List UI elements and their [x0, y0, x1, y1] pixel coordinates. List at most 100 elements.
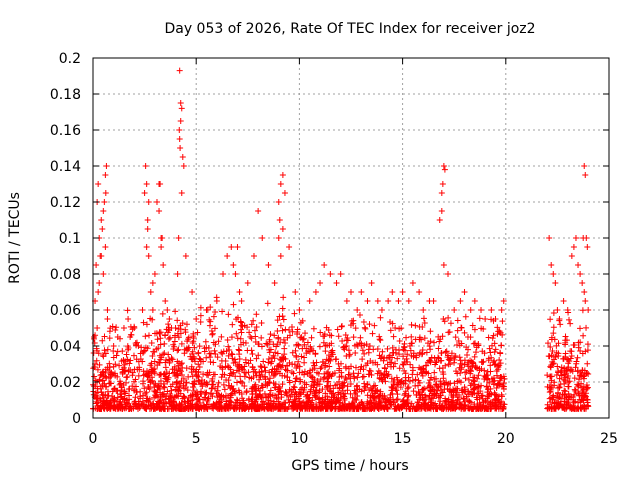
- data-point: [554, 393, 561, 400]
- data-point: [140, 348, 147, 355]
- data-point: [393, 381, 400, 388]
- data-point: [362, 325, 369, 332]
- data-point: [312, 351, 319, 358]
- data-point: [244, 347, 251, 354]
- data-point: [179, 320, 186, 327]
- data-point: [309, 374, 316, 381]
- data-point: [237, 335, 244, 342]
- data-point: [229, 390, 236, 397]
- data-point: [149, 280, 156, 286]
- data-point: [476, 315, 483, 322]
- data-point: [393, 396, 400, 403]
- data-point: [358, 340, 365, 347]
- data-point: [253, 355, 260, 362]
- data-point: [321, 400, 328, 407]
- data-point: [157, 378, 164, 385]
- data-point: [265, 355, 272, 362]
- data-point: [575, 262, 582, 268]
- data-point: [335, 333, 342, 340]
- data-point: [562, 339, 569, 346]
- data-point: [120, 364, 127, 371]
- data-point: [159, 404, 166, 411]
- data-point: [396, 325, 403, 332]
- data-point: [548, 334, 555, 341]
- data-point: [274, 328, 281, 335]
- data-point: [419, 372, 426, 379]
- data-point: [433, 382, 440, 389]
- data-point: [206, 350, 213, 357]
- data-point: [354, 374, 361, 381]
- data-point: [107, 380, 114, 387]
- data-point: [269, 366, 276, 373]
- data-point: [400, 397, 407, 404]
- data-point: [91, 334, 98, 340]
- data-point: [407, 361, 414, 368]
- data-point: [125, 368, 132, 375]
- data-point: [258, 320, 265, 327]
- data-point: [106, 360, 113, 367]
- data-point: [230, 301, 237, 308]
- data-point: [437, 378, 444, 385]
- data-point: [557, 381, 564, 388]
- data-point: [396, 338, 403, 345]
- data-point: [364, 392, 371, 399]
- data-point: [343, 298, 350, 304]
- data-point: [194, 329, 201, 336]
- data-point: [563, 367, 570, 374]
- data-point: [212, 351, 219, 358]
- data-point: [562, 350, 569, 357]
- data-point: [336, 399, 343, 406]
- data-point: [184, 338, 191, 345]
- data-point: [235, 363, 242, 370]
- data-point: [400, 361, 407, 368]
- data-point: [277, 253, 284, 259]
- data-point: [425, 370, 432, 377]
- data-point: [583, 382, 590, 389]
- data-point: [557, 369, 564, 376]
- data-point: [352, 325, 359, 332]
- data-point: [293, 354, 300, 361]
- data-point: [245, 369, 252, 376]
- data-point: [121, 388, 128, 395]
- data-point: [584, 396, 591, 403]
- data-point: [265, 359, 272, 366]
- data-point: [358, 388, 365, 395]
- data-point: [435, 394, 442, 401]
- data-point: [388, 383, 395, 390]
- data-point: [110, 354, 117, 361]
- data-point: [110, 348, 117, 355]
- data-point: [247, 333, 254, 340]
- data-point: [327, 382, 334, 389]
- data-point: [435, 345, 442, 352]
- data-point: [585, 371, 592, 378]
- data-point: [547, 388, 554, 395]
- data-point: [567, 348, 574, 355]
- data-point: [164, 307, 171, 313]
- data-point: [241, 383, 248, 390]
- data-point: [229, 355, 236, 362]
- data-point: [321, 364, 328, 371]
- data-point: [434, 387, 441, 394]
- data-point: [90, 350, 97, 357]
- data-point: [176, 127, 183, 133]
- data-point: [126, 396, 133, 403]
- data-point: [163, 393, 170, 400]
- data-point: [193, 392, 200, 399]
- data-point: [311, 390, 318, 397]
- data-point: [91, 373, 98, 380]
- data-point: [190, 333, 197, 340]
- data-point: [329, 349, 336, 356]
- data-point: [285, 396, 292, 403]
- data-point: [446, 328, 453, 335]
- data-point: [267, 387, 274, 394]
- data-point: [449, 393, 456, 400]
- data-point: [451, 307, 458, 313]
- data-point: [402, 374, 409, 381]
- data-point: [486, 390, 493, 397]
- data-point: [140, 319, 147, 326]
- data-point: [321, 331, 328, 338]
- data-point: [196, 343, 203, 350]
- data-point: [114, 334, 121, 340]
- data-point: [341, 395, 348, 402]
- data-point: [140, 378, 147, 385]
